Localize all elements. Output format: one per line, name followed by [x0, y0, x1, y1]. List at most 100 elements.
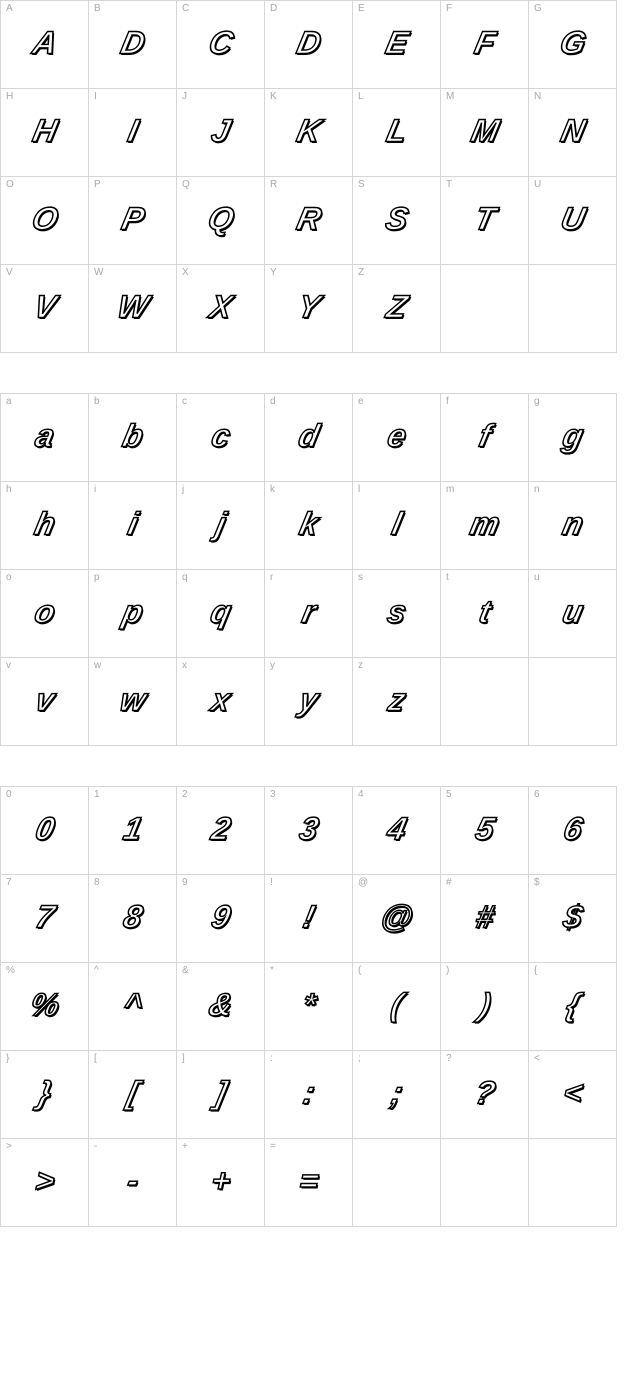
glyph-label: k: [270, 485, 275, 495]
glyph-cell[interactable]: KK: [265, 89, 353, 177]
glyph-cell[interactable]: HH: [1, 89, 89, 177]
glyph-cell[interactable]: GG: [529, 1, 617, 89]
glyph-cell[interactable]: oo: [1, 570, 89, 658]
glyph-cell[interactable]: mm: [441, 482, 529, 570]
glyph-cell[interactable]: UU: [529, 177, 617, 265]
glyph-cell[interactable]: WW: [89, 265, 177, 353]
glyph-cell[interactable]: qq: [177, 570, 265, 658]
glyph-cell[interactable]: 44: [353, 787, 441, 875]
glyph-cell[interactable]: ii: [89, 482, 177, 570]
glyph-cell[interactable]: ff: [441, 394, 529, 482]
glyph-cell[interactable]: OO: [1, 177, 89, 265]
glyph-cell[interactable]: 88: [89, 875, 177, 963]
glyph-cell[interactable]: ee: [353, 394, 441, 482]
glyph-cell[interactable]: !!: [265, 875, 353, 963]
glyph-cell[interactable]: ]]: [177, 1051, 265, 1139]
glyph-cell[interactable]: ::: [265, 1051, 353, 1139]
glyph-cell[interactable]: 00: [1, 787, 89, 875]
glyph-cell[interactable]: )): [441, 963, 529, 1051]
glyph-cell[interactable]: EE: [353, 1, 441, 89]
glyph-character: >: [31, 1162, 58, 1199]
glyph-cell[interactable]: vv: [1, 658, 89, 746]
glyph-cell[interactable]: }}: [1, 1051, 89, 1139]
glyph-cell[interactable]: ((: [353, 963, 441, 1051]
glyph-cell[interactable]: &&: [177, 963, 265, 1051]
glyph-cell[interactable]: bb: [89, 394, 177, 482]
glyph-cell[interactable]: 55: [441, 787, 529, 875]
glyph-cell[interactable]: AA: [1, 1, 89, 89]
glyph-cell[interactable]: ZZ: [353, 265, 441, 353]
glyph-cell[interactable]: FF: [441, 1, 529, 89]
glyph-cell[interactable]: cc: [177, 394, 265, 482]
glyph-character: J: [208, 112, 234, 149]
glyph-cell-empty: [529, 1139, 617, 1227]
glyph-cell[interactable]: ==: [265, 1139, 353, 1227]
glyph-cell[interactable]: $$: [529, 875, 617, 963]
glyph-cell[interactable]: 66: [529, 787, 617, 875]
glyph-cell[interactable]: [[: [89, 1051, 177, 1139]
glyph-cell[interactable]: --: [89, 1139, 177, 1227]
glyph-cell[interactable]: ??: [441, 1051, 529, 1139]
glyph-cell[interactable]: {{: [529, 963, 617, 1051]
glyph-character: 1: [120, 810, 146, 847]
glyph-cell[interactable]: LL: [353, 89, 441, 177]
glyph-cell[interactable]: MM: [441, 89, 529, 177]
glyph-cell[interactable]: 33: [265, 787, 353, 875]
glyph-cell[interactable]: tt: [441, 570, 529, 658]
glyph-character: ]: [211, 1074, 230, 1111]
glyph-cell[interactable]: 77: [1, 875, 89, 963]
glyph-cell[interactable]: hh: [1, 482, 89, 570]
glyph-cell[interactable]: rr: [265, 570, 353, 658]
glyph-character: v: [32, 681, 58, 718]
glyph-cell[interactable]: uu: [529, 570, 617, 658]
glyph-cell[interactable]: jj: [177, 482, 265, 570]
glyph-cell[interactable]: II: [89, 89, 177, 177]
glyph-cell[interactable]: 22: [177, 787, 265, 875]
glyph-cell[interactable]: %%: [1, 963, 89, 1051]
glyph-cell[interactable]: aa: [1, 394, 89, 482]
glyph-cell[interactable]: 99: [177, 875, 265, 963]
glyph-label: I: [94, 92, 97, 102]
glyph-cell[interactable]: PP: [89, 177, 177, 265]
glyph-cell[interactable]: ^^: [89, 963, 177, 1051]
glyph-cell[interactable]: VV: [1, 265, 89, 353]
glyph-cell[interactable]: <<: [529, 1051, 617, 1139]
glyph-cell[interactable]: CC: [177, 1, 265, 89]
glyph-cell[interactable]: zz: [353, 658, 441, 746]
glyph-character: G: [556, 24, 589, 61]
glyph-cell[interactable]: dd: [265, 394, 353, 482]
glyph-cell[interactable]: DD: [265, 1, 353, 89]
glyph-cell[interactable]: JJ: [177, 89, 265, 177]
glyph-label: v: [6, 661, 11, 671]
glyph-label: =: [270, 1142, 276, 1152]
glyph-cell[interactable]: pp: [89, 570, 177, 658]
glyph-cell[interactable]: xx: [177, 658, 265, 746]
glyph-cell[interactable]: >>: [1, 1139, 89, 1227]
glyph-cell[interactable]: ;;: [353, 1051, 441, 1139]
glyph-character: &: [205, 986, 236, 1023]
glyph-cell[interactable]: ss: [353, 570, 441, 658]
glyph-character: g: [559, 417, 586, 454]
glyph-cell[interactable]: ++: [177, 1139, 265, 1227]
glyph-cell[interactable]: QQ: [177, 177, 265, 265]
glyph-cell[interactable]: **: [265, 963, 353, 1051]
glyph-cell[interactable]: gg: [529, 394, 617, 482]
glyph-character: #: [472, 898, 498, 935]
glyph-cell[interactable]: YY: [265, 265, 353, 353]
glyph-cell[interactable]: @@: [353, 875, 441, 963]
glyph-cell[interactable]: XX: [177, 265, 265, 353]
glyph-label: r: [270, 573, 273, 583]
glyph-cell[interactable]: 11: [89, 787, 177, 875]
glyph-cell[interactable]: TT: [441, 177, 529, 265]
glyph-cell[interactable]: ##: [441, 875, 529, 963]
glyph-cell[interactable]: nn: [529, 482, 617, 570]
glyph-cell[interactable]: ww: [89, 658, 177, 746]
glyph-cell[interactable]: kk: [265, 482, 353, 570]
glyph-cell[interactable]: NN: [529, 89, 617, 177]
glyph-cell[interactable]: BD: [89, 1, 177, 89]
glyph-cell[interactable]: yy: [265, 658, 353, 746]
glyph-cell[interactable]: ll: [353, 482, 441, 570]
glyph-cell[interactable]: RR: [265, 177, 353, 265]
glyph-cell[interactable]: SS: [353, 177, 441, 265]
glyph-label: ^: [94, 966, 99, 976]
